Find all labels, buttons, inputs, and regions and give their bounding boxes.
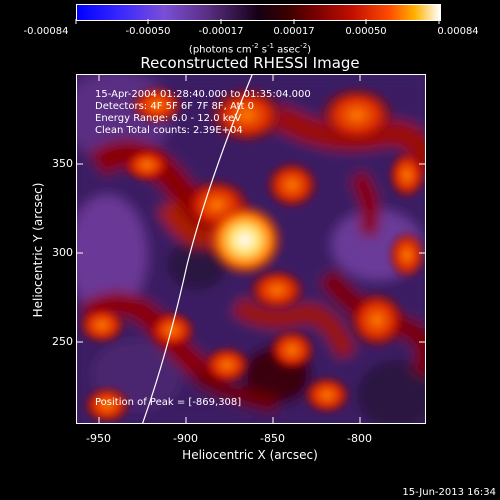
x-tick-label: -950 [86, 432, 111, 445]
solar-limb-line [142, 75, 253, 423]
colorbar-tick-label: -0.00017 [198, 26, 244, 37]
peak-source [205, 202, 285, 278]
units-sup: -2 [300, 42, 308, 50]
colorbar-tick-label: -0.00084 [23, 26, 69, 37]
colorbar-tick-label: 0.00050 [345, 26, 387, 37]
colorbar-ticks [75, 19, 440, 24]
units-text: s [258, 44, 268, 56]
units-sup: -2 [251, 42, 259, 50]
plot-title: Reconstructed RHESSI Image [140, 54, 360, 72]
units-text: asec [274, 44, 301, 56]
units-text: (photons cm [188, 44, 252, 56]
rhessi-image-map [77, 75, 425, 423]
y-tick-label: 250 [52, 335, 73, 348]
info-time: 15-Apr-2004 01:28:40.000 to 01:35:04.000 [95, 89, 311, 100]
info-energy: Energy Range: 6.0 - 12.0 keV [95, 113, 242, 124]
footer-date: 15-Jun-2013 16:34 [402, 487, 496, 498]
colorbar-tick-label: 0.00084 [437, 26, 479, 37]
units-sup: -1 [267, 42, 274, 50]
rhessi-image: 15-Apr-2004 01:28:40.000 to 01:35:04.000… [76, 74, 426, 424]
y-axis-label: Heliocentric Y (arcsec) [31, 182, 45, 318]
units-text: ) [307, 44, 312, 56]
colorbar [76, 4, 441, 21]
info-clean: Clean Total counts: 2.39E+04 [95, 125, 243, 136]
y-tick-label: 350 [52, 157, 73, 170]
info-peak: Position of Peak = [-869,308] [95, 397, 242, 408]
x-axis-label: Heliocentric X (arcsec) [182, 448, 318, 462]
x-tick-label: -850 [260, 432, 285, 445]
colorbar-units: (photons cm-2 s-1 asec-2) [0, 40, 500, 56]
info-detectors: Detectors: 4F 5F 6F 7F 8F, Att 0 [95, 101, 255, 112]
colorbar-tick-label: -0.00050 [125, 26, 171, 37]
x-tick-label: -800 [347, 432, 372, 445]
colorbar-tick-label: 0.00017 [273, 26, 315, 37]
x-tick-label: -900 [173, 432, 198, 445]
y-tick-label: 300 [52, 246, 73, 259]
